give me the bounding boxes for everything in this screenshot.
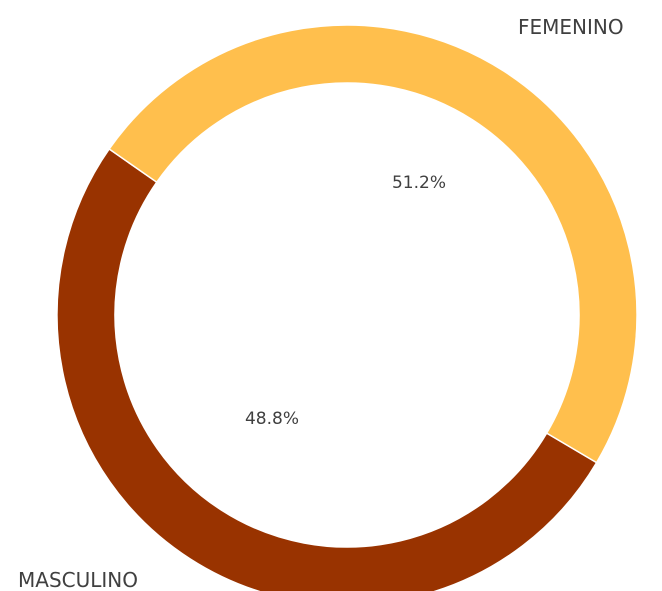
percent-label-masculino: 48.8%: [245, 409, 299, 429]
slice-femenino[interactable]: [56, 147, 598, 591]
category-label-femenino: FEMENINO: [518, 15, 624, 39]
percent-label-femenino: 51.2%: [392, 173, 446, 193]
donut-slices: [56, 24, 638, 591]
slice-masculino[interactable]: [108, 24, 638, 464]
category-label-masculino: MASCULINO: [18, 568, 138, 591]
